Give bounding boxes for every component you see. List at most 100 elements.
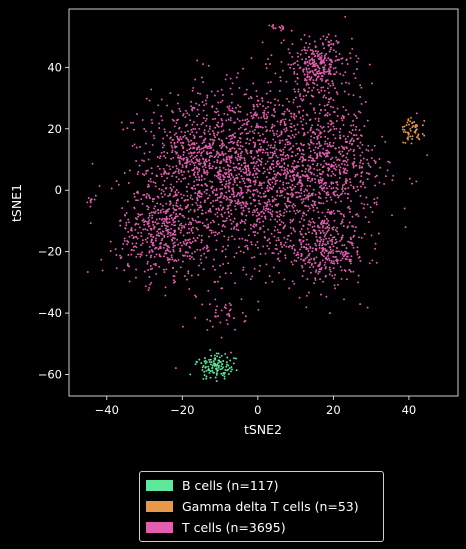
point-t-cells	[309, 129, 312, 132]
point-t-cells	[272, 266, 275, 269]
point-t-cells	[217, 152, 220, 155]
point-t-cells	[369, 206, 372, 209]
point-t-cells	[257, 169, 260, 172]
point-t-cells	[171, 118, 174, 121]
point-t-cells	[198, 135, 201, 138]
point-t-cells	[324, 215, 327, 218]
point-t-cells	[318, 243, 321, 245]
point-t-cells	[348, 268, 351, 271]
point-t-cells	[273, 146, 276, 149]
point-t-cells	[136, 218, 139, 221]
point-t-cells	[151, 217, 154, 219]
point-t-cells	[230, 351, 232, 354]
point-t-cells	[336, 283, 339, 286]
point-t-cells	[306, 184, 309, 187]
point-t-cells	[205, 188, 208, 191]
point-t-cells	[307, 194, 310, 197]
point-t-cells	[240, 206, 243, 209]
point-t-cells	[349, 262, 352, 265]
point-t-cells	[316, 52, 319, 55]
point-t-cells	[325, 71, 328, 73]
point-t-cells	[150, 254, 153, 257]
point-t-cells	[359, 134, 362, 137]
point-t-cells	[286, 198, 289, 201]
point-t-cells	[189, 155, 192, 158]
point-t-cells	[180, 138, 183, 140]
point-t-cells	[252, 198, 255, 201]
point-t-cells	[256, 241, 259, 243]
point-t-cells	[226, 175, 229, 178]
point-t-cells	[334, 201, 337, 204]
point-t-cells	[191, 131, 194, 133]
point-t-cells	[228, 107, 230, 110]
point-t-cells	[195, 154, 198, 157]
point-t-cells	[176, 102, 179, 105]
point-t-cells	[193, 250, 196, 253]
point-t-cells	[188, 231, 191, 234]
point-t-cells	[141, 251, 143, 254]
point-t-cells	[175, 180, 178, 183]
point-t-cells	[219, 200, 222, 203]
point-t-cells	[302, 70, 305, 73]
point-t-cells	[172, 195, 175, 198]
point-t-cells	[324, 64, 327, 67]
point-b-cells	[219, 361, 222, 363]
point-t-cells	[125, 221, 128, 224]
point-t-cells	[143, 223, 146, 226]
point-t-cells	[345, 258, 348, 261]
point-t-cells	[126, 263, 129, 265]
point-t-cells	[324, 265, 327, 268]
point-t-cells	[200, 254, 203, 257]
point-t-cells	[326, 70, 329, 73]
point-t-cells	[221, 145, 224, 148]
point-t-cells	[242, 168, 244, 171]
point-t-cells	[312, 142, 315, 145]
point-t-cells	[332, 82, 334, 85]
point-t-cells	[89, 222, 92, 225]
point-t-cells	[239, 148, 242, 151]
point-t-cells	[172, 165, 174, 168]
point-t-cells	[235, 174, 238, 177]
point-t-cells	[313, 55, 316, 58]
x-tick-label: −40	[95, 403, 119, 417]
point-t-cells	[354, 175, 357, 178]
point-t-cells	[225, 319, 228, 322]
point-t-cells	[260, 163, 263, 166]
point-t-cells	[315, 142, 318, 145]
point-t-cells	[322, 68, 325, 71]
point-t-cells	[321, 254, 324, 257]
point-t-cells	[292, 228, 295, 231]
point-t-cells	[297, 161, 300, 164]
point-t-cells	[252, 167, 255, 170]
point-t-cells	[170, 256, 173, 259]
point-t-cells	[327, 68, 330, 71]
point-t-cells	[213, 110, 216, 113]
point-t-cells	[245, 172, 248, 174]
point-t-cells	[282, 148, 285, 151]
point-t-cells	[288, 148, 291, 151]
point-t-cells	[158, 217, 161, 220]
point-t-cells	[386, 169, 389, 172]
point-t-cells	[203, 224, 206, 227]
point-t-cells	[278, 103, 281, 106]
point-t-cells	[223, 144, 226, 147]
point-t-cells	[270, 162, 273, 165]
point-gamma-delta-t-cells	[410, 142, 413, 145]
point-t-cells	[293, 252, 296, 255]
point-t-cells	[274, 218, 277, 221]
point-t-cells	[220, 309, 223, 312]
point-t-cells	[227, 179, 230, 182]
point-t-cells	[170, 254, 173, 257]
point-t-cells	[180, 180, 183, 183]
point-t-cells	[352, 139, 355, 142]
point-t-cells	[328, 237, 331, 240]
point-t-cells	[274, 225, 277, 228]
point-t-cells	[161, 142, 164, 145]
point-t-cells	[294, 96, 297, 99]
point-t-cells	[109, 240, 112, 243]
point-t-cells	[335, 186, 338, 189]
point-t-cells	[175, 260, 178, 262]
point-t-cells	[190, 139, 193, 142]
point-t-cells	[151, 143, 154, 146]
point-t-cells	[230, 201, 233, 204]
